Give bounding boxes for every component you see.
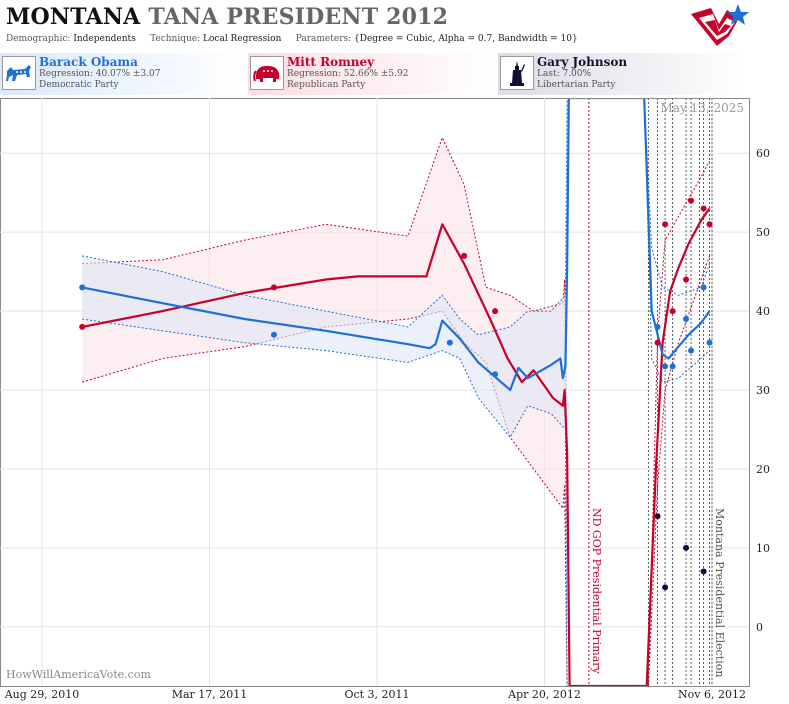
page-title: MONTANA TANA PRESIDENT 2012: [6, 4, 448, 30]
obama-band-upper: [82, 99, 568, 336]
candidate-regression: Regression: 40.07% ±3.07: [39, 69, 161, 79]
romney-poll-point: [706, 221, 713, 228]
parameters-value: {Degree = Cubic, Alpha = 0.7, Bandwidth …: [354, 34, 578, 44]
y-tick-label: 60: [756, 147, 770, 160]
y-tick-label: 30: [756, 384, 770, 397]
statue-of-liberty-icon: [500, 56, 534, 90]
y-tick-label: 20: [756, 463, 770, 476]
x-tick-label: Oct 3, 2011: [344, 688, 409, 701]
obama-poll-point: [688, 347, 695, 354]
technique-label: Technique:: [150, 34, 201, 44]
series-lines: [81, 99, 711, 686]
obama-poll-point: [654, 323, 661, 330]
site-logo-icon: [691, 4, 749, 46]
x-tick-label: Mar 17, 2011: [172, 688, 248, 701]
candidate-party: Libertarian Party: [537, 80, 616, 90]
candidate-party: Democratic Party: [39, 80, 119, 90]
watermark: HowWillAmericaVote.com: [6, 668, 151, 681]
romney-band-upper-late: [647, 160, 710, 686]
candidate-name: Gary Johnson: [537, 55, 628, 69]
demographic-value: Independents: [73, 34, 136, 44]
event-label: Montana Presidential Election: [713, 508, 726, 677]
romney-band-area: [82, 137, 568, 686]
obama-band-upper-late: [643, 99, 710, 296]
romney-poll-point: [662, 221, 669, 228]
obama-poll-point: [492, 371, 499, 378]
romney-trend-line: [81, 207, 711, 686]
romney-poll-point: [688, 197, 695, 204]
candidate-legend: Barack Obama Regression: 40.07% ±3.07 De…: [0, 53, 789, 97]
event-label: ND GOP Presidential Primary: [590, 508, 603, 675]
y-tick-label: 40: [756, 305, 770, 318]
obama-band-lower-late: [643, 99, 710, 383]
candidate-party: Republican Party: [287, 80, 366, 90]
obama-poll-point: [700, 284, 707, 291]
obama-poll-point: [683, 315, 690, 322]
y-tick-label: 10: [756, 542, 770, 555]
romney-poll-point: [700, 205, 707, 212]
y-tick-label: 50: [756, 226, 770, 239]
obama-band-lower: [82, 318, 568, 686]
elephant-icon: [250, 56, 284, 90]
race-name: TANA PRESIDENT 2012: [148, 4, 449, 30]
johnson-poll-point: [683, 544, 690, 551]
candidate-last: Last: 7.00%: [537, 69, 592, 79]
obama-poll-point: [446, 339, 453, 346]
romney-poll-point: [683, 276, 690, 283]
romney-poll-point: [461, 252, 468, 259]
plot-frame: [0, 98, 750, 687]
x-tick-label: Nov 6, 2012: [678, 688, 746, 701]
parameters-line: Demographic: Independents Technique: Loc…: [6, 34, 578, 44]
obama-poll-point: [270, 331, 277, 338]
candidate-obama: Barack Obama Regression: 40.07% ±3.07 De…: [0, 53, 246, 95]
johnson-poll-point: [654, 513, 661, 520]
donkey-icon: [2, 56, 36, 90]
candidate-regression: Regression: 52.66% ±5.92: [287, 69, 409, 79]
y-axis: 0 10 20 30 40 50 60: [756, 147, 770, 634]
parameters-label: Parameters:: [295, 34, 352, 44]
romney-poll-point: [654, 339, 661, 346]
poll-points: [79, 197, 713, 591]
romney-poll-point: [492, 308, 499, 315]
romney-poll-point: [270, 284, 277, 291]
candidate-name: Barack Obama: [39, 55, 138, 69]
poll-chart: ND GOP Presidential Primary Montana Presi…: [0, 98, 770, 701]
demographic-label: Demographic:: [6, 34, 71, 44]
candidate-johnson: Gary Johnson Last: 7.00% Libertarian Par…: [498, 53, 748, 95]
johnson-poll-point: [662, 584, 669, 591]
obama-trend-line: [81, 99, 711, 392]
obama-poll-point: [79, 284, 86, 291]
x-tick-label: Apr 20, 2012: [507, 688, 581, 701]
chart-header: MONTANA TANA PRESIDENT 2012 Demographic:…: [0, 0, 789, 52]
romney-poll-point: [79, 323, 86, 330]
x-tick-label: Aug 29, 2010: [4, 688, 80, 701]
candidate-name: Mitt Romney: [287, 55, 375, 69]
johnson-poll-point: [700, 568, 707, 575]
obama-poll-point: [706, 339, 713, 346]
obama-poll-point: [669, 363, 676, 370]
x-axis: Aug 29, 2010 Mar 17, 2011 Oct 3, 2011 Apr 2…: [4, 688, 746, 701]
state-name: MONTANA: [6, 4, 141, 30]
obama-poll-point: [662, 363, 669, 370]
technique-value: Local Regression: [203, 34, 282, 44]
romney-poll-point: [669, 308, 676, 315]
y-tick-label: 0: [756, 621, 763, 634]
date-label: May 13, 2025: [661, 101, 744, 115]
candidate-romney: Mitt Romney Regression: 52.66% ±5.92 Rep…: [248, 53, 496, 95]
